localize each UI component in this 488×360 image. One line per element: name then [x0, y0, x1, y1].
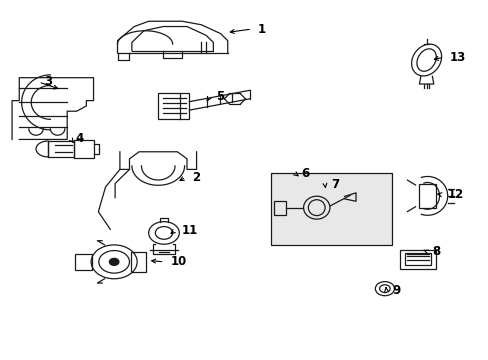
Text: 13: 13 — [448, 51, 465, 64]
Bar — [48, 141, 74, 157]
Text: 2: 2 — [191, 171, 200, 184]
Text: 12: 12 — [447, 188, 464, 201]
Text: 8: 8 — [431, 245, 440, 258]
Text: 10: 10 — [170, 255, 186, 268]
Text: 11: 11 — [181, 224, 197, 237]
Bar — [273, 201, 285, 215]
Bar — [270, 173, 391, 245]
Bar — [74, 140, 93, 158]
Text: 9: 9 — [391, 284, 400, 297]
Text: 7: 7 — [330, 178, 338, 191]
Text: 3: 3 — [44, 76, 52, 89]
Bar — [131, 252, 146, 272]
Text: 6: 6 — [301, 167, 309, 180]
Bar — [404, 253, 430, 265]
Circle shape — [109, 258, 119, 265]
Text: 4: 4 — [76, 132, 84, 145]
Text: 5: 5 — [215, 90, 224, 103]
Bar — [75, 254, 91, 270]
Bar — [399, 249, 435, 269]
Bar — [158, 93, 189, 119]
Text: 1: 1 — [257, 23, 265, 36]
Bar — [418, 184, 435, 208]
